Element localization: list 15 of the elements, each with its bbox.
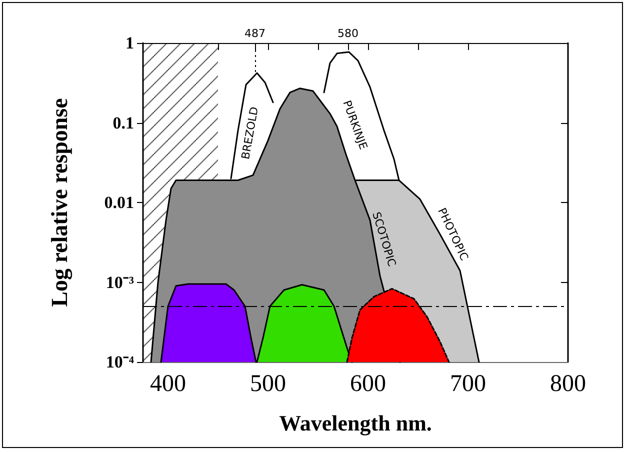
y-tick-label: 0.01 [104, 193, 134, 212]
y-tick-label: 0.1 [112, 113, 134, 132]
x-tick-label: 600 [350, 371, 386, 397]
x-tick-label: 500 [250, 371, 286, 397]
x-tick-label: 800 [550, 371, 586, 397]
x-axis-title: Wavelength nm. [279, 410, 432, 436]
series-label: BREZOLD [238, 106, 262, 160]
x-tick-label: 700 [450, 371, 486, 397]
y-tick-label: 10⁻⁴ [106, 352, 134, 372]
x2-tick-label: 580 [338, 27, 358, 40]
y-axis-title: Log relative response [47, 98, 73, 307]
y-tick-label: 10⁻³ [106, 272, 134, 292]
y-tick-label: 1 [126, 34, 134, 52]
x-tick-label: 400 [150, 371, 186, 397]
x2-tick-label: 487 [244, 27, 266, 40]
